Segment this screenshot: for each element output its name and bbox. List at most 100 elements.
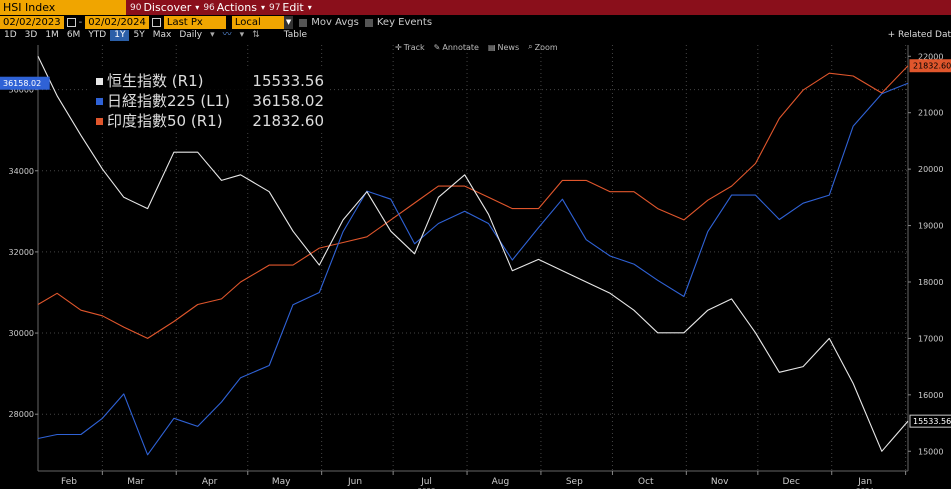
x-tick-label: Oct	[638, 477, 654, 487]
x-tick-label: Jun	[347, 477, 362, 487]
calendar-icon[interactable]	[151, 18, 161, 27]
magnifier-icon: ⌕	[528, 42, 533, 51]
chevron-down-icon[interactable]: ▾	[210, 30, 215, 40]
actions-menu[interactable]: 96 Actions ▾	[203, 0, 265, 15]
key-events-checkbox[interactable]	[364, 18, 373, 27]
x-tick-label: May	[272, 477, 291, 487]
left-axis-tick-label: 34000	[9, 167, 34, 176]
legend-item-hsi[interactable]: 恒生指数 (R1) 15533.56	[96, 71, 324, 91]
price-field-select[interactable]: Last Px	[163, 16, 226, 29]
start-date-field[interactable]: 02/02/2023	[0, 16, 64, 29]
period-1y[interactable]: 1Y	[110, 30, 130, 41]
chevron-down-icon: ▾	[260, 3, 265, 12]
x-tick-label: Dec	[782, 477, 799, 487]
nifty-last-tag-text: 21832.60	[913, 62, 951, 71]
legend-axis-label: R1	[196, 112, 217, 130]
line-chart: Feb Mar Apr May Jun Jul Aug Sep Oct Nov Dec Jan 2023…	[0, 45, 951, 489]
track-tool-label: Track	[403, 42, 425, 52]
currency-select[interactable]: Local CCY	[231, 16, 284, 41]
right-axis-tick-label: 22000	[918, 52, 943, 61]
legend-last-value: 21832.60	[252, 112, 324, 130]
legend-swatch	[96, 97, 103, 105]
chart-area[interactable]: Feb Mar Apr May Jun Jul Aug Sep Oct Nov Dec Jan 2023…	[0, 41, 951, 489]
legend-item-nikkei[interactable]: 日経指數225 (L1) 36158.02	[96, 91, 324, 111]
x-tick-label: Mar	[127, 477, 144, 487]
discover-menu[interactable]: 90 Discover ▾	[130, 0, 199, 15]
settings-icon[interactable]: ⇅	[252, 30, 260, 40]
left-axis-tick-label: 30000	[9, 329, 34, 338]
hsi-series-line	[37, 56, 909, 452]
right-axis-tick-label: 21000	[918, 109, 943, 118]
actions-menu-num: 96	[203, 2, 215, 13]
period-1d[interactable]: 1D	[4, 30, 17, 40]
legend-axis-label: R1	[177, 72, 198, 90]
period-6m[interactable]: 6M	[66, 30, 81, 40]
chevron-down-icon[interactable]: ▼	[283, 16, 294, 29]
edit-menu[interactable]: 97 Edit ▾	[269, 0, 312, 15]
annotate-tool-label: Annotate	[442, 42, 479, 52]
chart-legend: 恒生指数 (R1) 15533.56 日経指數225 (L1) 36158.02…	[90, 69, 330, 131]
x-tick-label: Apr	[202, 477, 218, 487]
x-tick-label: Feb	[61, 477, 77, 487]
x-tick-label: Jan	[857, 477, 872, 487]
news-tool-label: News	[497, 42, 520, 52]
x-tick-label: Aug	[492, 477, 510, 487]
top-menu-bar: HSI Index 90 Discover ▾ 96 Actions ▾ 97 …	[0, 0, 951, 15]
nifty-series-line	[37, 65, 909, 339]
legend-last-value: 15533.56	[252, 72, 324, 90]
frequency-select[interactable]: Daily	[179, 30, 203, 40]
mov-avgs-label[interactable]: Mov Avgs	[311, 17, 359, 28]
legend-axis-tag: (R1)	[167, 72, 204, 90]
left-axis-tick-label: 28000	[9, 410, 34, 419]
chart-controls-row: 02/02/2023 - 02/02/2024 Last Px Local CC…	[0, 15, 951, 41]
period-ytd[interactable]: YTD	[88, 30, 107, 40]
period-row: 1D 3D 1M 6M YTD 1Y 5Y Max Daily ▾ 〰 ▾ ⇅ …	[0, 30, 951, 41]
discover-menu-num: 90	[130, 2, 142, 13]
right-axis-tick-label: 17000	[918, 334, 943, 343]
legend-last-value: 36158.02	[252, 92, 324, 110]
news-icon: ▤	[487, 42, 496, 52]
x-tick-label: Nov	[711, 477, 729, 487]
legend-item-nifty[interactable]: 印度指數50 (R1) 21832.60	[96, 111, 324, 131]
calendar-icon[interactable]	[66, 18, 76, 27]
left-axis-tick-label: 36000	[9, 86, 34, 95]
zoom-tool-label: Zoom	[534, 42, 558, 52]
end-date-field[interactable]: 02/02/2024	[85, 16, 149, 29]
x-year-label: 2024	[856, 487, 874, 489]
nikkei-last-tag-box	[0, 76, 50, 90]
legend-axis-tag: (L1)	[195, 92, 231, 110]
table-button[interactable]: Table	[283, 30, 308, 40]
legend-series-name: 日経指數225	[107, 92, 196, 110]
date-separator: -	[78, 17, 83, 28]
related-data-button[interactable]: + Related Dat	[887, 30, 951, 40]
left-axis-tick-label: 32000	[9, 248, 34, 257]
period-5y[interactable]: 5Y	[133, 30, 145, 40]
zoom-tool[interactable]: ⌕ Zoom	[528, 42, 558, 52]
x-tick-label: Jul	[420, 477, 432, 487]
discover-menu-label: Discover	[143, 1, 192, 14]
chevron-down-icon: ▾	[307, 3, 312, 12]
news-tool[interactable]: ▤ News	[488, 42, 519, 52]
legend-series-name: 印度指數50	[107, 112, 187, 130]
legend-axis-tag: (R1)	[186, 112, 223, 130]
period-3d[interactable]: 3D	[24, 30, 38, 40]
period-max[interactable]: Max	[152, 30, 172, 40]
nifty-last-tag-box	[909, 59, 951, 73]
chevron-down-icon: ▾	[195, 3, 200, 12]
ticker-field[interactable]: HSI Index	[0, 0, 126, 15]
track-tool[interactable]: ✛ Track	[395, 42, 425, 52]
period-1m[interactable]: 1M	[45, 30, 59, 40]
chevron-down-icon[interactable]: ▾	[239, 30, 245, 40]
line-chart-icon[interactable]: 〰	[222, 30, 232, 40]
right-axis-tick-label: 16000	[918, 391, 943, 400]
key-events-label[interactable]: Key Events	[376, 17, 433, 28]
mov-avgs-checkbox[interactable]	[299, 18, 308, 27]
right-axis-tick-label: 19000	[918, 222, 943, 231]
edit-menu-num: 97	[268, 2, 281, 13]
pencil-icon: ✎	[433, 42, 441, 52]
x-tick-label: Sep	[566, 477, 583, 487]
actions-menu-label: Actions	[216, 1, 257, 14]
chart-tool-row: ✛ Track ✎ Annotate ▤ News ⌕ Zoom	[395, 42, 558, 52]
annotate-tool[interactable]: ✎ Annotate	[434, 42, 479, 52]
crosshair-icon: ✛	[395, 42, 402, 52]
